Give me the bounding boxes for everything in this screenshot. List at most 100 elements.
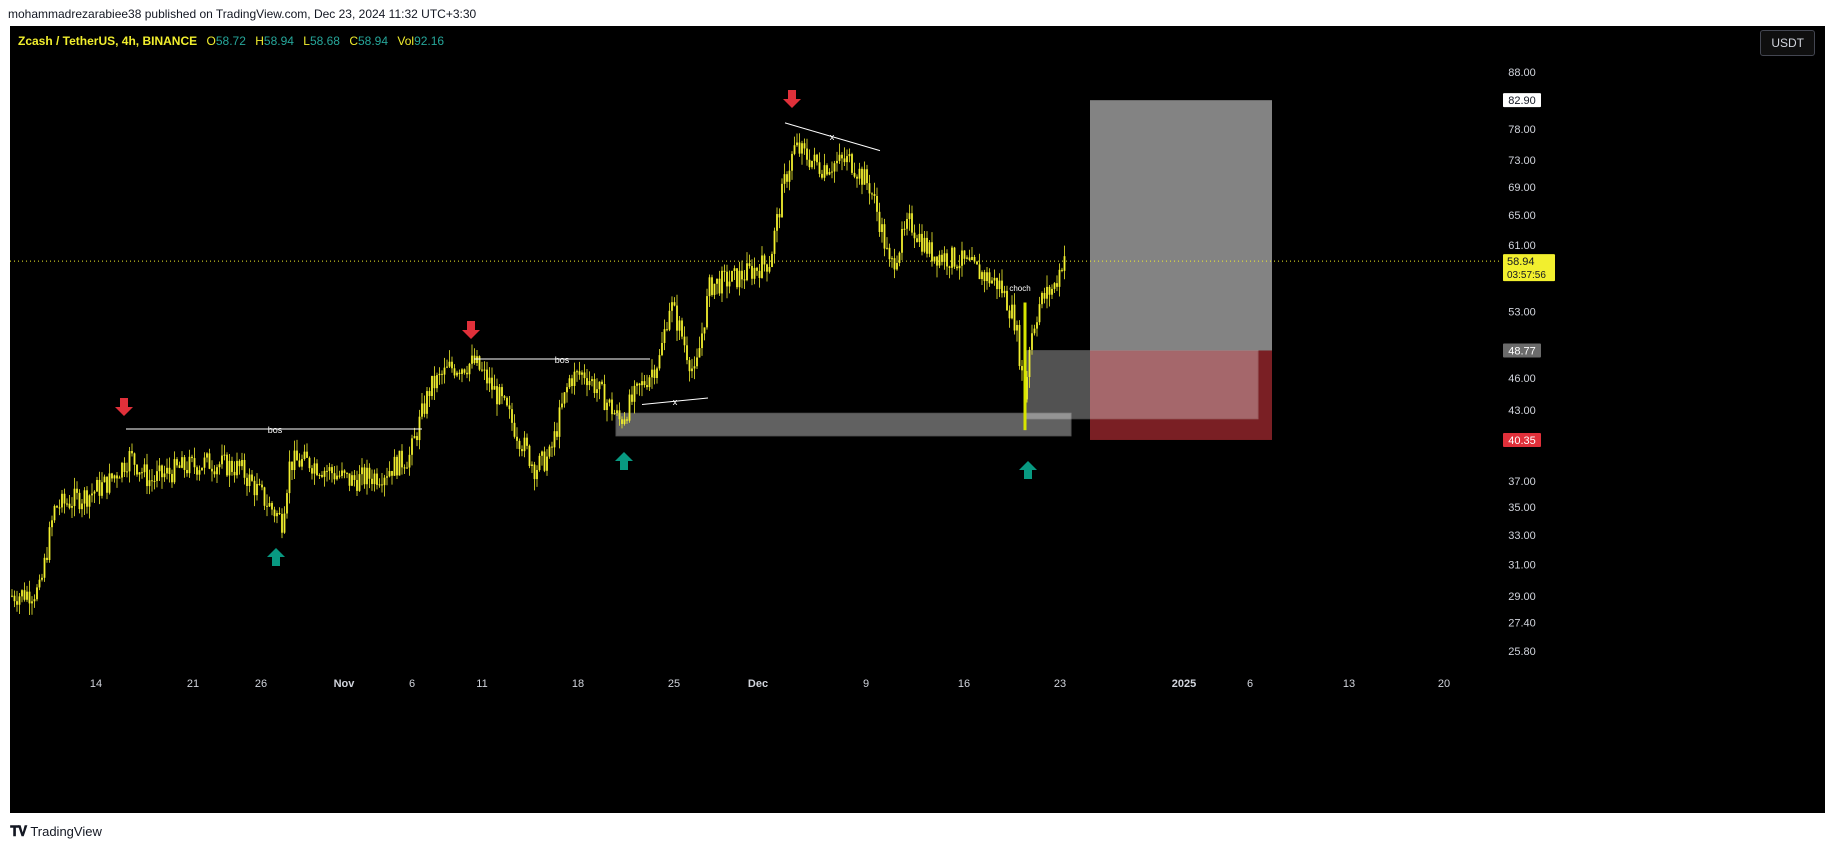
candle-body — [661, 343, 663, 356]
candle-body — [626, 419, 628, 421]
arrow-down-icon[interactable] — [462, 321, 480, 339]
candle — [51, 515, 53, 537]
candle — [766, 263, 768, 282]
price-axis-tick: 69.00 — [1508, 182, 1536, 194]
candle-body — [1013, 304, 1016, 331]
candle — [648, 375, 651, 392]
candle — [441, 370, 443, 385]
candle-body — [313, 463, 316, 474]
trendline-2[interactable] — [784, 122, 881, 152]
candle-body — [151, 480, 153, 482]
candle — [216, 464, 218, 483]
candle-body — [658, 355, 661, 369]
candle — [543, 446, 546, 473]
candle-body — [696, 357, 698, 367]
candle-body — [121, 462, 123, 478]
candle-body — [901, 228, 903, 253]
candle — [976, 260, 978, 265]
time-axis-tick: 13 — [1343, 678, 1355, 690]
candle-body — [108, 473, 111, 493]
candle — [366, 459, 368, 495]
candle — [861, 166, 863, 195]
candle — [628, 389, 631, 423]
arrow-down-icon[interactable] — [115, 398, 133, 416]
candle-body — [966, 257, 968, 259]
candle — [1033, 324, 1036, 336]
stop-zone[interactable] — [1090, 350, 1272, 440]
arrow-down-icon[interactable] — [783, 90, 801, 108]
candle-body — [708, 277, 711, 297]
price-chart[interactable]: bos bos x x choch 88.00 82.90 78.00 73.00 69.00 6… — [10, 26, 1825, 813]
candle-body — [326, 470, 328, 472]
candle — [651, 359, 653, 389]
candle-body — [56, 506, 58, 508]
candle — [173, 451, 176, 485]
candle-body — [786, 174, 788, 182]
tradingview-brand[interactable]: 𝐓𝐕 TradingView — [10, 823, 102, 840]
candle — [33, 594, 36, 608]
entry-range-box[interactable] — [1025, 350, 1259, 420]
candle-body — [738, 270, 741, 288]
candle — [196, 465, 198, 481]
candle — [406, 461, 408, 469]
candle-body — [558, 407, 561, 437]
candle-body — [176, 459, 178, 466]
candle-body — [228, 460, 231, 476]
candle — [93, 490, 96, 503]
arrow-up-icon[interactable] — [615, 452, 633, 470]
candle-body — [131, 451, 133, 454]
candle — [601, 379, 603, 386]
candle-body — [548, 446, 551, 457]
candle-body — [331, 467, 333, 474]
trendline-1[interactable] — [641, 397, 709, 405]
candle — [918, 223, 921, 248]
candle-body — [603, 384, 606, 411]
candle — [393, 449, 396, 476]
candle — [701, 322, 703, 356]
candle-body — [156, 471, 158, 481]
price-axis-tick: 73.00 — [1508, 155, 1536, 167]
candle-body — [921, 233, 923, 252]
candle-body — [373, 473, 376, 485]
demand-zone[interactable] — [615, 412, 1072, 437]
candle — [476, 349, 478, 366]
candle — [588, 371, 591, 391]
candle-body — [841, 154, 843, 159]
candle — [11, 589, 13, 598]
candle-body — [463, 369, 466, 373]
candle-body — [508, 405, 511, 410]
candle — [681, 317, 683, 340]
currency-button[interactable]: USDT — [1760, 30, 1815, 56]
candle — [61, 489, 63, 513]
arrow-up-icon[interactable] — [1019, 461, 1037, 479]
candle — [213, 465, 216, 478]
candle-body — [773, 230, 776, 254]
candle — [231, 456, 233, 476]
candle-body — [616, 410, 618, 414]
candle — [748, 254, 751, 269]
candle-body — [328, 467, 331, 471]
candle — [841, 152, 843, 171]
candle — [928, 239, 931, 258]
candle — [116, 471, 118, 488]
arrow-up-icon[interactable] — [267, 548, 285, 566]
candle-body — [111, 473, 113, 479]
candle — [296, 439, 298, 461]
candle — [723, 264, 726, 282]
candle — [898, 251, 901, 267]
candle-body — [716, 278, 718, 284]
candle-body — [418, 416, 421, 441]
candle — [721, 266, 723, 303]
candle — [998, 273, 1001, 298]
countdown-label: 03:57:56 — [1507, 270, 1546, 281]
candle-body — [91, 493, 93, 496]
target-zone[interactable] — [1090, 100, 1272, 351]
chart-pane[interactable]: bos bos x x choch 88.00 82.90 78.00 73.00 69.00 6… — [10, 26, 1825, 813]
candle — [261, 480, 263, 491]
symbol-title[interactable]: Zcash / TetherUS, 4h, BINANCE — [18, 34, 198, 48]
candle — [711, 274, 713, 297]
brand-name: TradingView — [30, 824, 102, 839]
candle — [548, 444, 551, 459]
candle — [793, 136, 796, 156]
candle-body — [193, 458, 196, 468]
